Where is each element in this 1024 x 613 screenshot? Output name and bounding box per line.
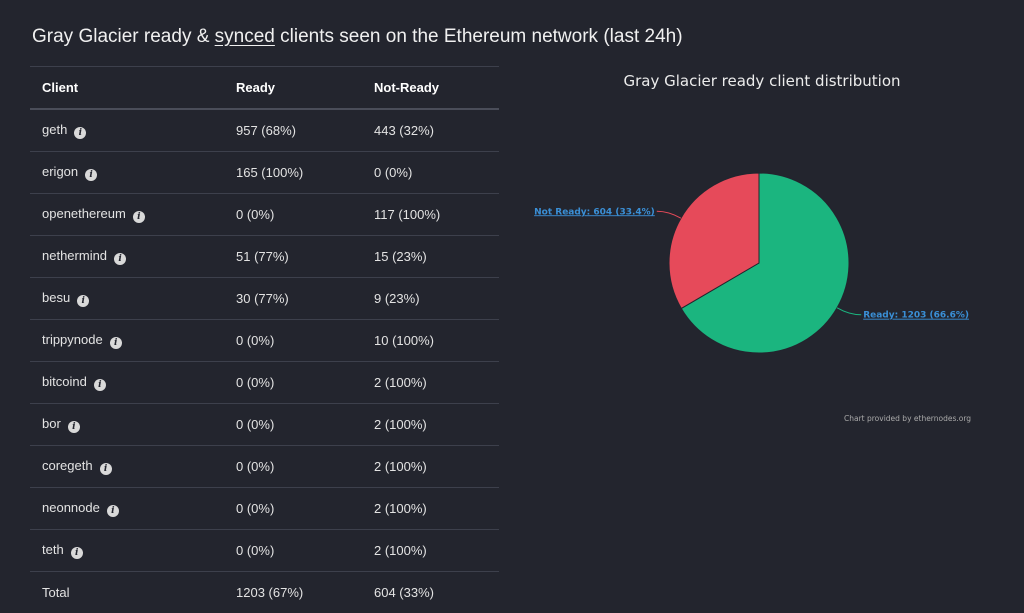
chart-credit: Chart provided by ethernodes.org — [844, 414, 972, 423]
total-label: Total — [30, 571, 224, 613]
clients-table: Client Ready Not-Ready geth i 957 (68%) 443… — [30, 66, 499, 613]
synced-link[interactable]: synced — [214, 26, 275, 47]
client-name: trippynode — [42, 332, 103, 347]
ready-cell: 0 (0%) — [224, 319, 362, 362]
leader-line-not-ready — [656, 210, 682, 219]
info-icon[interactable]: i — [74, 127, 87, 139]
table-row: coregeth i 0 (0%) 2 (100%) — [30, 445, 499, 488]
leader-line-ready — [836, 307, 862, 316]
table-row: bor i 0 (0%) 2 (100%) — [30, 403, 499, 446]
client-name: geth — [42, 122, 68, 137]
client-name: besu — [42, 290, 71, 305]
client-cell: erigon i — [30, 151, 224, 194]
total-row: Total 1203 (67%) 604 (33%) — [30, 571, 499, 613]
ready-cell: 0 (0%) — [224, 193, 362, 236]
info-icon[interactable]: i — [77, 295, 90, 307]
client-name: nethermind — [42, 248, 108, 263]
info-icon[interactable]: i — [106, 505, 119, 517]
table-row: teth i 0 (0%) 2 (100%) — [30, 529, 499, 572]
not-ready-cell: 15 (23%) — [362, 235, 499, 278]
column-header-ready: Ready — [224, 66, 362, 110]
not-ready-cell: 9 (23%) — [362, 277, 499, 320]
not-ready-cell: 117 (100%) — [362, 193, 499, 236]
info-icon[interactable]: i — [109, 337, 122, 349]
client-cell: bor i — [30, 403, 224, 446]
client-cell: teth i — [30, 529, 224, 572]
total-ready: 1203 (67%) — [224, 571, 362, 613]
info-icon[interactable]: i — [132, 211, 145, 223]
not-ready-cell: 10 (100%) — [362, 319, 499, 362]
ready-cell: 957 (68%) — [224, 109, 362, 152]
column-header-client: Client — [30, 66, 224, 110]
ready-cell: 51 (77%) — [224, 235, 362, 278]
table-row: openethereum i 0 (0%) 117 (100%) — [30, 193, 499, 236]
heading-prefix: Gray Glacier ready & — [32, 26, 215, 47]
info-icon[interactable]: i — [93, 379, 106, 391]
table-row: neonnode i 0 (0%) 2 (100%) — [30, 487, 499, 530]
client-name: bor — [42, 416, 61, 431]
info-icon[interactable]: i — [114, 253, 127, 265]
pie-chart: Ready: 1203 (66.6%) Not Ready: 604 (33.4%… — [534, 172, 969, 354]
table-row: trippynode i 0 (0%) 10 (100%) — [30, 319, 499, 362]
heading-suffix: clients seen on the Ethereum network (la… — [274, 26, 683, 47]
not-ready-cell: 2 (100%) — [362, 529, 499, 572]
not-ready-cell: 443 (32%) — [362, 109, 499, 152]
not-ready-cell: 2 (100%) — [362, 445, 499, 488]
client-cell: openethereum i — [30, 193, 224, 236]
table-header-row: Client Ready Not-Ready — [30, 66, 499, 110]
client-name: neonnode — [42, 500, 100, 515]
client-cell: bitcoind i — [30, 361, 224, 404]
table-row: besu i 30 (77%) 9 (23%) — [30, 277, 499, 320]
client-name: openethereum — [42, 206, 126, 221]
client-cell: coregeth i — [30, 445, 224, 488]
client-name: bitcoind — [42, 374, 87, 389]
client-name: teth — [42, 542, 64, 557]
info-icon[interactable]: i — [85, 169, 98, 181]
page-heading: Gray Glacier ready & synced clients seen… — [32, 26, 683, 48]
client-cell: neonnode i — [30, 487, 224, 530]
ready-cell: 0 (0%) — [224, 487, 362, 530]
ready-cell: 165 (100%) — [224, 151, 362, 194]
data-label-not-ready[interactable]: Not Ready: 604 (33.4%) — [534, 207, 655, 217]
info-icon[interactable]: i — [67, 421, 80, 433]
chart-title: Gray Glacier ready client distribution — [623, 72, 901, 90]
client-cell: nethermind i — [30, 235, 224, 278]
ready-cell: 0 (0%) — [224, 361, 362, 404]
client-cell: trippynode i — [30, 319, 224, 362]
data-label-ready[interactable]: Ready: 1203 (66.6%) — [863, 311, 969, 321]
not-ready-cell: 2 (100%) — [362, 403, 499, 446]
table-row: geth i 957 (68%) 443 (32%) — [30, 109, 499, 152]
info-icon[interactable]: i — [99, 463, 112, 475]
pie-slice-not-ready[interactable] — [668, 172, 760, 310]
client-name: coregeth — [42, 458, 93, 473]
column-header-not-ready: Not-Ready — [362, 66, 499, 110]
total-not-ready: 604 (33%) — [362, 571, 499, 613]
ready-cell: 0 (0%) — [224, 445, 362, 488]
client-name: erigon — [42, 164, 79, 179]
info-icon[interactable]: i — [70, 547, 83, 559]
ready-cell: 30 (77%) — [224, 277, 362, 320]
not-ready-cell: 0 (0%) — [362, 151, 499, 194]
not-ready-cell: 2 (100%) — [362, 487, 499, 530]
client-cell: geth i — [30, 109, 224, 152]
not-ready-cell: 2 (100%) — [362, 361, 499, 404]
table-row: bitcoind i 0 (0%) 2 (100%) — [30, 361, 499, 404]
table-row: nethermind i 51 (77%) 15 (23%) — [30, 235, 499, 278]
client-cell: besu i — [30, 277, 224, 320]
table-row: erigon i 165 (100%) 0 (0%) — [30, 151, 499, 194]
ready-cell: 0 (0%) — [224, 403, 362, 446]
ready-cell: 0 (0%) — [224, 529, 362, 572]
